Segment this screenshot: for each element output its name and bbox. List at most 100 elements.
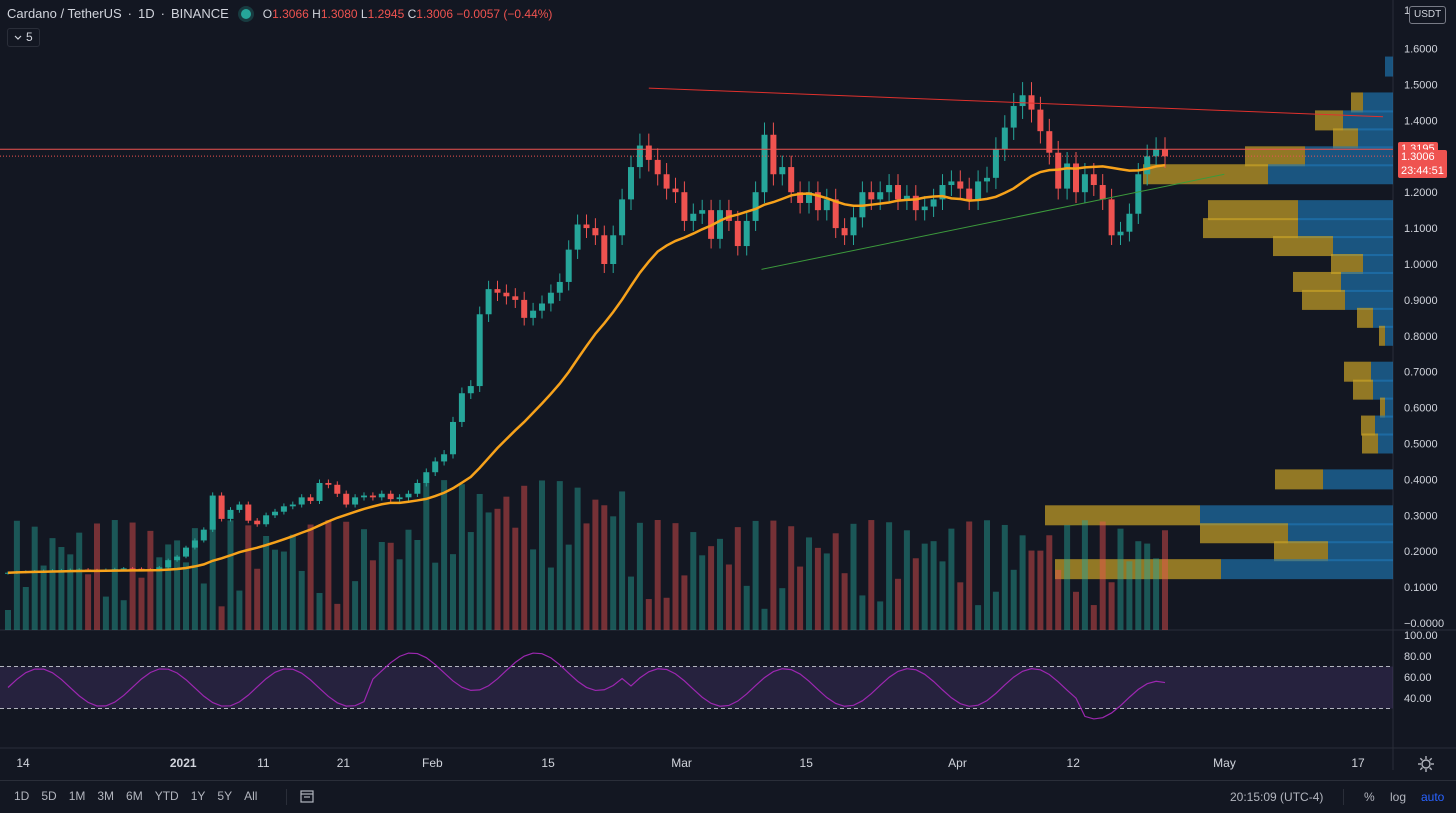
timeframe-ytd-button[interactable]: YTD [154, 789, 179, 803]
rsi-tick-label: 100.00 [1404, 630, 1438, 642]
volume-bar [1099, 521, 1106, 630]
volume-profile-down [1200, 523, 1288, 544]
candle-body [743, 220, 750, 247]
volume-bar [263, 535, 270, 630]
volume-bar [832, 533, 839, 630]
volume-profile-down [1274, 541, 1328, 562]
symbol-title[interactable]: Cardano / TetherUS [7, 6, 122, 21]
timeframe-6m-button[interactable]: 6M [126, 789, 143, 803]
candle-body [369, 495, 376, 498]
time-axis-label: 12 [1067, 756, 1081, 770]
price-tick-label: 0.5000 [1404, 439, 1438, 451]
volume-profile-down [1333, 128, 1358, 149]
percent-scale-button[interactable]: % [1364, 790, 1375, 804]
price-tick-label: 0.6000 [1404, 403, 1438, 415]
volume-profile-up [1373, 307, 1393, 328]
candle-body [948, 181, 955, 186]
volume-profile-up [1268, 164, 1393, 185]
price-tick-label: 1.6000 [1404, 44, 1438, 56]
timeframe-all-button[interactable]: All [244, 789, 258, 803]
volume-profile-up [1363, 92, 1393, 113]
volume-bar [886, 522, 893, 630]
timeframe-5d-button[interactable]: 5D [41, 789, 57, 803]
candle-body [494, 289, 501, 293]
candle-body [352, 497, 359, 505]
volume-bar [245, 525, 252, 630]
price-tick-label: 1.1000 [1404, 223, 1438, 235]
candle-body [307, 497, 314, 501]
volume-profile-up [1328, 541, 1393, 562]
volume-bar [40, 565, 47, 630]
candle-body [966, 188, 973, 200]
price-tick-label: 0.8000 [1404, 331, 1438, 343]
currency-badge[interactable]: USDT [1409, 6, 1447, 24]
volume-bar [31, 526, 38, 630]
candle-body [1099, 185, 1106, 200]
volume-bar [984, 520, 990, 630]
last-price-value: 1.3006 [1401, 151, 1435, 164]
candle-body [254, 520, 261, 525]
date-range-icon[interactable] [300, 789, 314, 803]
volume-bar [423, 481, 430, 630]
volume-profile-up [1363, 254, 1393, 274]
rsi-band-fill [0, 666, 1393, 709]
candle-body [5, 572, 11, 574]
candle-body [343, 493, 350, 505]
volume-bar [779, 588, 786, 630]
candle-body [191, 540, 198, 548]
candle-body [1081, 174, 1088, 193]
timeframe-1y-button[interactable]: 1Y [190, 789, 206, 803]
volume-bar [717, 538, 723, 630]
volume-bar [272, 549, 278, 630]
timeframe-1m-button[interactable]: 1M [68, 789, 86, 803]
volume-profile-down [1353, 379, 1373, 400]
clock-timezone[interactable]: 20:15:09 (UTC-4) [1230, 790, 1324, 804]
candle-body [681, 192, 688, 221]
volume-profile-down [1362, 433, 1378, 454]
candle-body [280, 506, 287, 512]
ohlc-readout: O1.3066 H1.3080 L1.2945 C1.3006 −0.0057 … [263, 7, 553, 21]
volume-profile-up [1373, 379, 1393, 400]
volume-profile-down [1275, 469, 1323, 490]
candle-body [823, 199, 830, 211]
exchange-label: BINANCE [170, 6, 229, 21]
interval-label[interactable]: 1D [138, 6, 155, 21]
candle-body [1090, 174, 1097, 186]
timeframe-3m-button[interactable]: 3M [97, 789, 115, 803]
indicators-toggle-button[interactable]: 5 [7, 28, 40, 47]
volume-profile-up [1385, 397, 1393, 418]
candle-body [423, 472, 430, 483]
candle-body [441, 454, 448, 462]
timeframe-1d-button[interactable]: 1D [14, 789, 30, 803]
volume-bar [138, 577, 145, 630]
log-scale-button[interactable]: log [1390, 790, 1407, 804]
volume-bar [690, 532, 697, 630]
volume-profile-down [1361, 415, 1375, 436]
volume-bar [619, 491, 626, 630]
timeframe-5y-button[interactable]: 5Y [217, 789, 233, 803]
candle-body [129, 568, 136, 570]
candle-body [761, 134, 768, 193]
candle-body [396, 497, 403, 500]
settings-gear-icon[interactable] [1417, 755, 1435, 773]
volume-profile-up [1358, 128, 1393, 149]
volume-bar [147, 530, 154, 630]
price-tick-label-top: 1 [1404, 5, 1410, 17]
volume-bar [485, 512, 492, 630]
time-axis-label: 17 [1351, 756, 1365, 770]
volume-bar [574, 487, 581, 630]
candle-body [458, 393, 465, 422]
volume-bar [174, 540, 181, 630]
rsi-tick-label: 60.00 [1404, 672, 1432, 684]
auto-scale-button[interactable]: auto [1421, 790, 1445, 804]
volume-bar [289, 534, 296, 630]
volume-bar [209, 521, 216, 630]
candle-body [877, 192, 884, 200]
price-tick-label: 0.7000 [1404, 367, 1438, 379]
candle-body [992, 149, 999, 178]
candle-body [1162, 149, 1168, 157]
volume-bar [663, 597, 670, 630]
chart-canvas[interactable]: 1.60001.50001.40001.30001.20001.10001.00… [0, 0, 1456, 780]
candle-body [1019, 95, 1026, 107]
candle-body [672, 188, 679, 193]
